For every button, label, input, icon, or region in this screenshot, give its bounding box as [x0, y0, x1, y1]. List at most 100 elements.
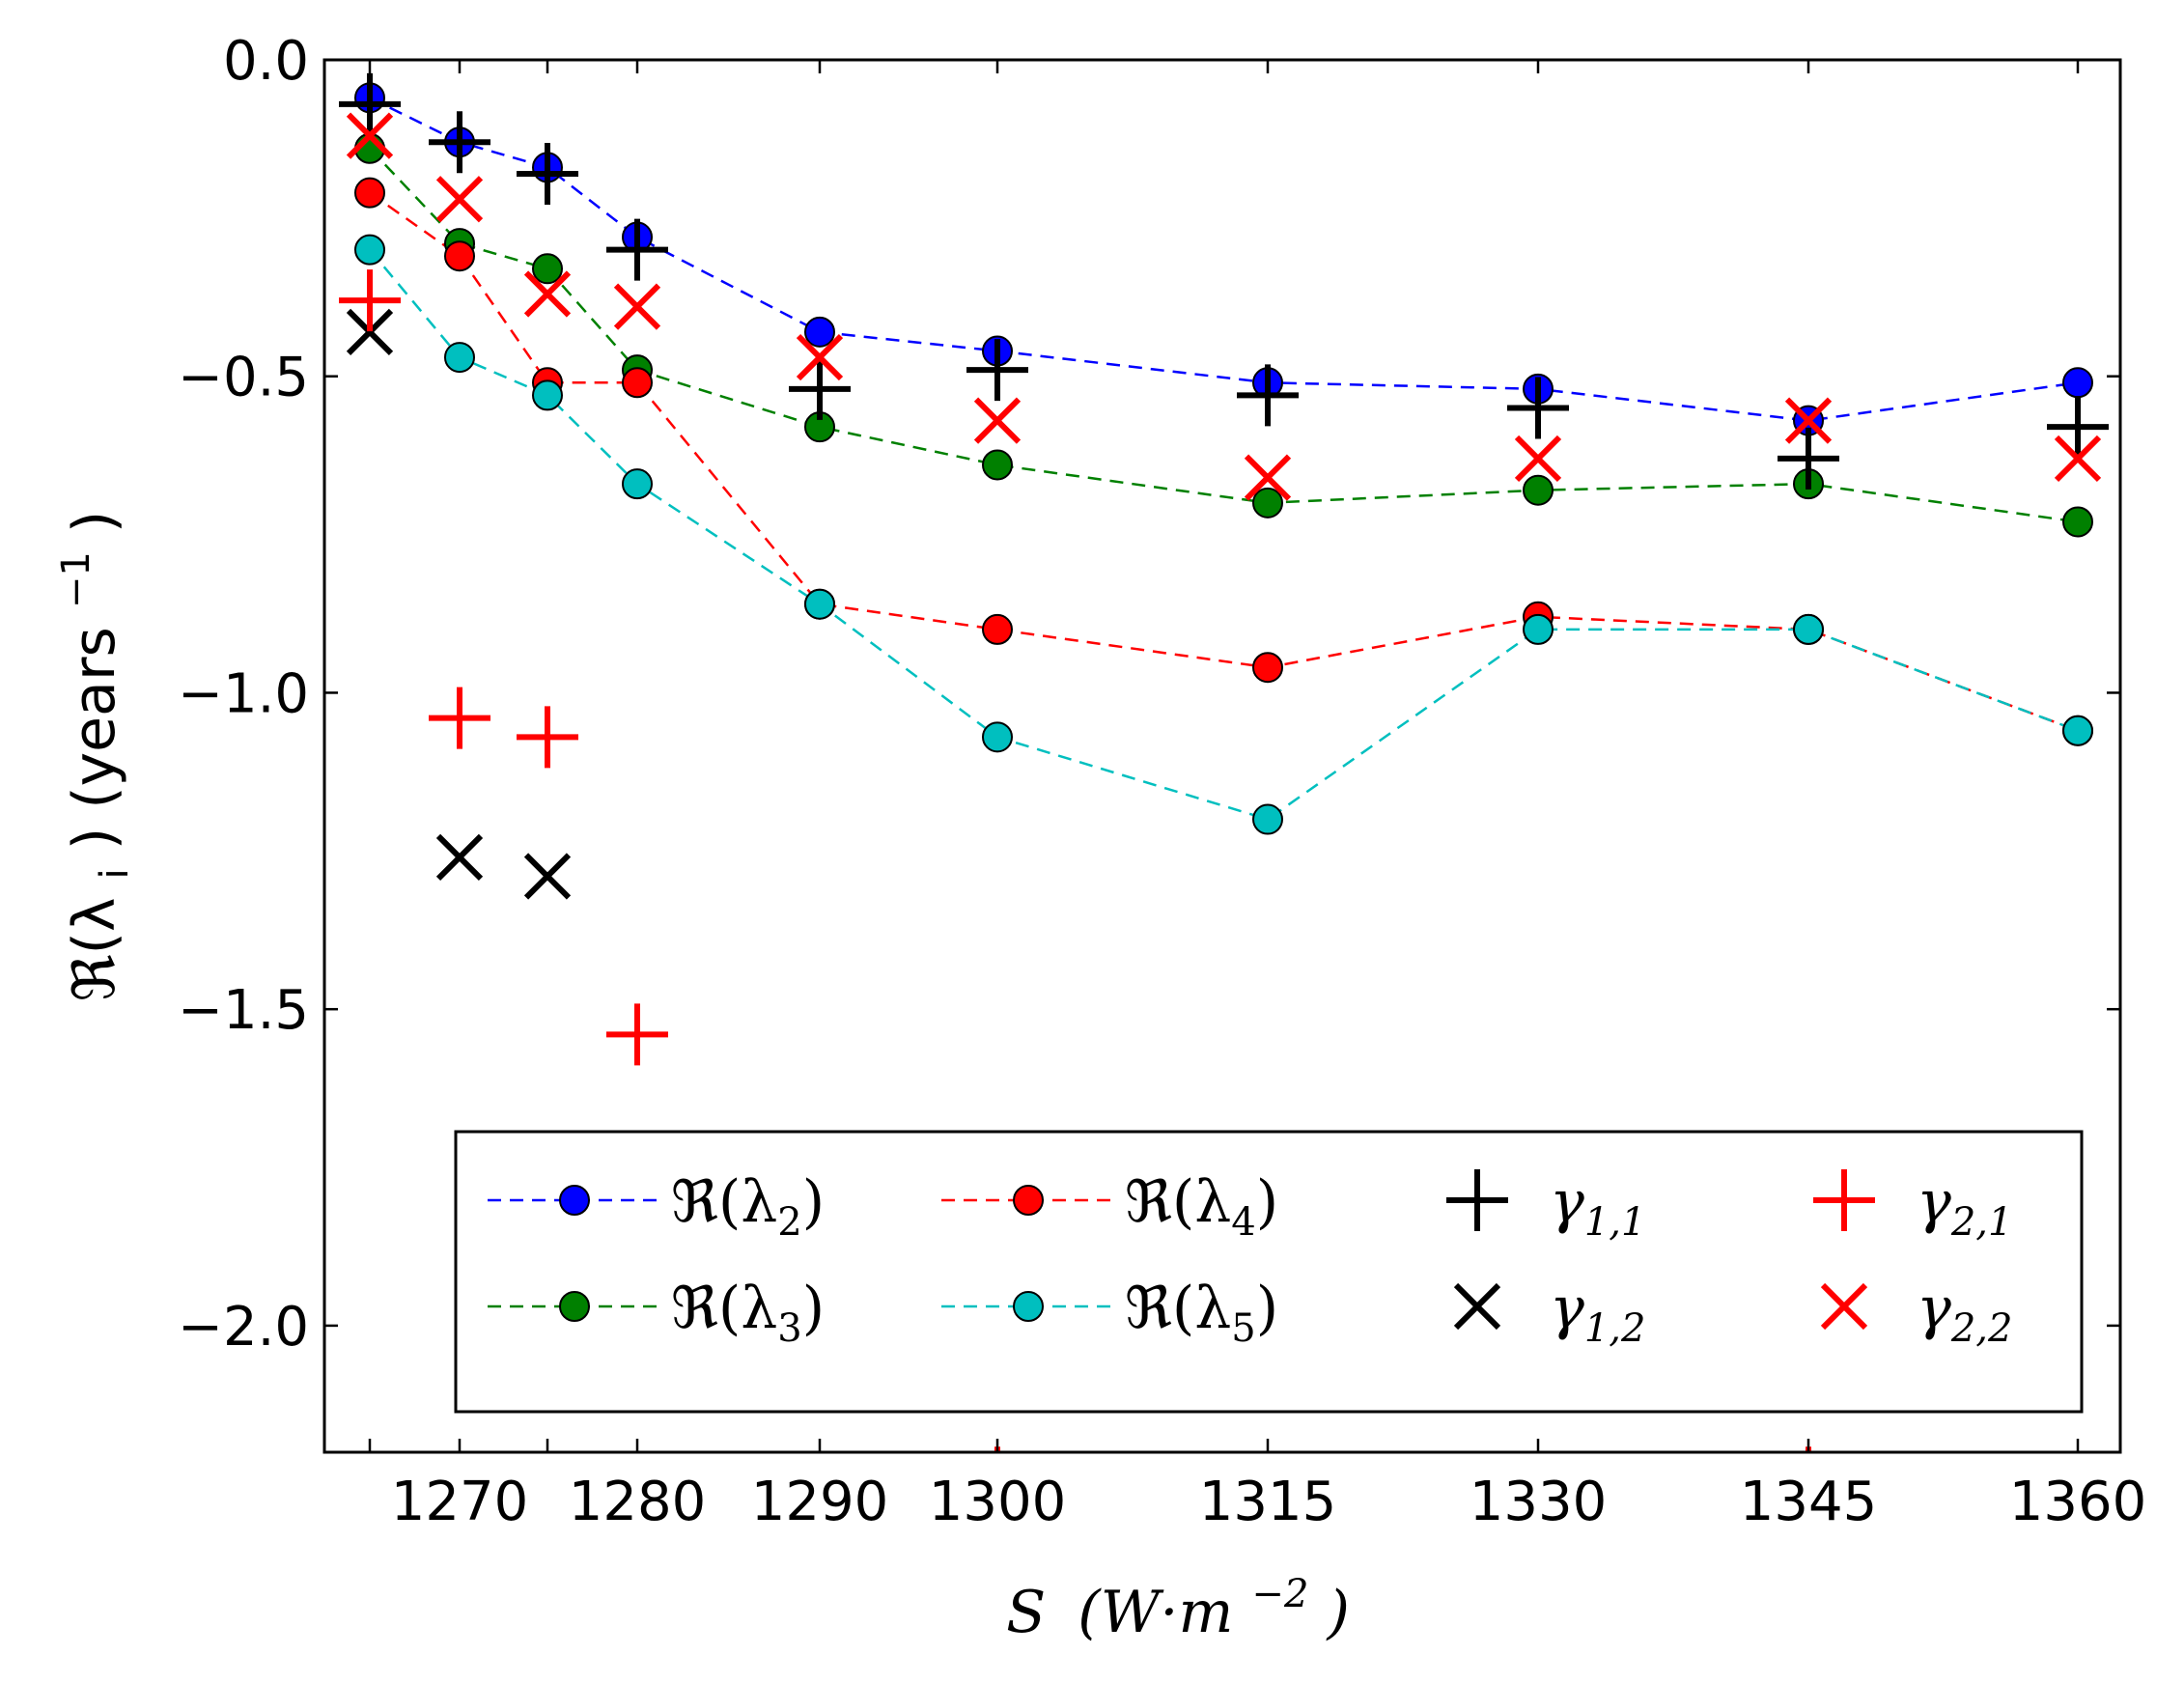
legend-label-sub: 1,2	[1584, 1306, 1646, 1351]
x-tick-label: 1270	[391, 1471, 529, 1533]
series-3-point	[804, 588, 835, 620]
series-7-point	[1514, 435, 1562, 483]
legend-label-main: γ	[1550, 1168, 1584, 1236]
series-7-point-b	[346, 112, 394, 159]
y-axis-label-exp: −1	[54, 551, 98, 608]
x-axis-label: S (W·m −2 )	[1006, 1554, 1350, 1646]
legend-entry-0: ℜ(λ2)	[488, 1168, 825, 1245]
series-3-point	[982, 721, 1013, 753]
series-4-point	[1237, 364, 1299, 427]
legend-label: γ1,2	[1550, 1275, 1645, 1351]
y-tick-label: 0.0	[223, 30, 309, 93]
series-7-point	[973, 397, 1022, 444]
x-tick-label: 1345	[1740, 1471, 1878, 1533]
x-tick-label: 1290	[751, 1471, 889, 1533]
series-4-point	[1507, 377, 1569, 439]
series-4-point	[606, 218, 668, 281]
legend-marker-b	[1453, 1282, 1501, 1331]
legend-label-sub: 5	[1231, 1306, 1255, 1351]
series-line-2	[369, 191, 2079, 732]
legend-label-sub: 2	[777, 1200, 801, 1245]
legend-marker	[1820, 1282, 1868, 1331]
legend-label-sub: 4	[1231, 1200, 1255, 1245]
y-axis-label-close: )	[61, 511, 128, 533]
series-7-point-b	[1514, 435, 1562, 483]
legend-marker-b	[1820, 1282, 1868, 1331]
series-4-point	[517, 142, 578, 205]
y-axis-label: ℜ(λ i ) (years −1 )	[36, 511, 142, 1002]
series-3-point	[2062, 715, 2093, 746]
y-axis-label-main: ℜ(λ	[61, 898, 128, 1002]
series-4-point	[2047, 396, 2109, 459]
series-5-point	[346, 308, 394, 355]
series-7-point-b	[523, 270, 572, 318]
legend-label: ℜ(λ4)	[1125, 1168, 1278, 1245]
legend-label-main: γ	[1917, 1168, 1951, 1236]
series-7-point	[796, 333, 844, 381]
legend-label: ℜ(λ3)	[671, 1275, 825, 1351]
y-tick-label: −1.0	[178, 662, 309, 725]
series-4-point	[966, 339, 1028, 402]
legend-entry-7: γ2,2	[1820, 1275, 2012, 1351]
legend-label-main: ℜ(λ	[1125, 1275, 1231, 1342]
series-4-point	[429, 111, 490, 174]
legend-label-sub: 1,1	[1584, 1200, 1646, 1245]
legend-label-main: γ	[1550, 1275, 1584, 1342]
series-3-point	[622, 468, 653, 500]
legend-label-sub: 2,2	[1950, 1306, 2013, 1351]
series-5-point-b	[346, 308, 394, 355]
series-7-point	[613, 283, 661, 330]
y-tick-label: −1.5	[178, 979, 309, 1042]
legend-label: ℜ(λ5)	[1125, 1275, 1278, 1351]
series-5-point	[523, 853, 572, 900]
y-axis-label-sub: i	[93, 868, 137, 879]
y-axis-label-mid: ) (years	[61, 627, 128, 850]
series-7-point-b	[973, 397, 1022, 444]
series-1-point	[1252, 487, 1283, 519]
series-2-point	[444, 240, 475, 272]
legend-label-close: )	[802, 1168, 825, 1236]
series-1-point	[2062, 506, 2093, 538]
series-line-3	[369, 248, 2079, 821]
series-7-point-b	[1244, 454, 1292, 501]
series-3-point	[354, 234, 385, 266]
x-tick-label: 1280	[569, 1471, 707, 1533]
legend-label: γ2,2	[1917, 1275, 2012, 1351]
legend-marker	[1813, 1169, 1875, 1231]
series-line-0	[369, 97, 2079, 422]
series-3-point	[1523, 613, 1554, 645]
series-7-point-b	[613, 283, 661, 330]
series-4-point	[789, 357, 851, 420]
legend-marker	[1013, 1185, 1044, 1216]
series-1-point	[1523, 474, 1554, 506]
legend-label-main: ℜ(λ	[671, 1168, 777, 1236]
series-7-point	[346, 112, 394, 159]
series-3-point	[1252, 803, 1283, 835]
x-axis-label-unit: (W·m	[1078, 1579, 1233, 1646]
series-3-point	[444, 342, 475, 374]
series-7-point-b	[796, 333, 844, 381]
series-6-point	[339, 269, 401, 332]
series-7-point	[1784, 397, 1833, 444]
x-tick-label: 1315	[1199, 1471, 1337, 1533]
series-2-point	[1252, 652, 1283, 684]
ticks-layer: 1270 1280 1290 1300 1315 1330 1345 1360 0.0 −0.5 −…	[178, 30, 2146, 1533]
series-2-point	[982, 613, 1013, 645]
legend-label: γ2,1	[1917, 1168, 2012, 1245]
series-5-point	[435, 833, 484, 881]
series-0-point	[2062, 367, 2093, 399]
series-7-point	[2054, 435, 2102, 483]
legend-label-close: )	[1256, 1168, 1278, 1236]
series-3-point	[1793, 613, 1824, 645]
legend: ℜ(λ2)ℜ(λ3)ℜ(λ4)ℜ(λ5)γ1,1γ1,2γ2,1γ2,2	[454, 1130, 2084, 1414]
series-7-point	[523, 270, 572, 318]
legend-entry-6: γ2,1	[1813, 1168, 2012, 1245]
legend-marker	[559, 1291, 590, 1322]
legend-entry-5: γ1,2	[1453, 1275, 1645, 1351]
legend-entries: ℜ(λ2)ℜ(λ3)ℜ(λ4)ℜ(λ5)γ1,1γ1,2γ2,1γ2,2	[488, 1168, 2012, 1351]
legend-marker	[1453, 1282, 1501, 1331]
legend-entry-1: ℜ(λ3)	[488, 1275, 825, 1351]
series-7-point-b	[2054, 435, 2102, 483]
legend-label-close: )	[802, 1275, 825, 1342]
